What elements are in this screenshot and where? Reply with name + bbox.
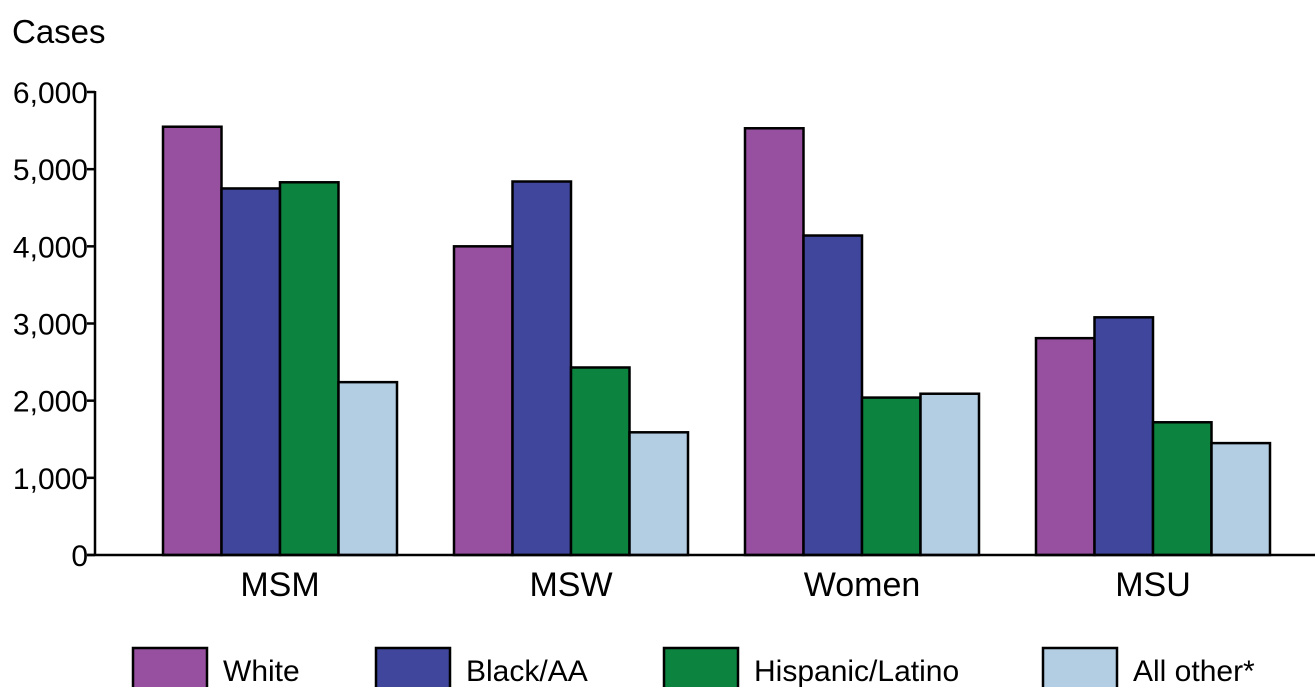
- bars-group: [161, 125, 1272, 557]
- legend-swatch: [374, 646, 452, 687]
- legend-swatch: [662, 646, 740, 687]
- legend-label: Hispanic/Latino: [754, 655, 959, 687]
- legend: White Black/AA Hispanic/Latino All other*: [131, 646, 1255, 687]
- bar-women-all-other: [919, 392, 981, 557]
- legend-item-all-other: All other*: [1041, 646, 1255, 687]
- legend-label: White: [223, 655, 300, 687]
- y-tick-label: 1,000: [13, 463, 88, 496]
- legend-item-white: White: [131, 646, 300, 687]
- bar-msw-white: [452, 245, 514, 557]
- bar-msw-black-aa: [511, 180, 573, 557]
- legend-label: Black/AA: [466, 655, 588, 687]
- legend-swatch: [131, 646, 209, 687]
- axes-group: 0 1,000 2,000 3,000 4,000 5,000 6,000 MSM MSW Wom…: [13, 77, 1315, 604]
- bar-msw-all-other: [628, 431, 690, 557]
- x-tick-label-msw: MSW: [529, 566, 612, 604]
- y-tick-label: 0: [71, 540, 88, 573]
- bar-women-black-aa: [802, 234, 864, 557]
- bar-msm-all-other: [337, 380, 399, 557]
- legend-item-black-aa: Black/AA: [374, 646, 588, 687]
- y-tick-label: 6,000: [13, 77, 88, 110]
- y-tick-label: 5,000: [13, 154, 88, 187]
- legend-swatch: [1041, 646, 1119, 687]
- bar-msw-hispanic-latino: [569, 366, 631, 557]
- y-tick-label: 3,000: [13, 309, 88, 342]
- y-axis-label: Cases: [12, 13, 106, 50]
- bar-msu-white: [1034, 336, 1096, 557]
- bar-msm-black-aa: [220, 187, 282, 557]
- bar-msm-white: [161, 125, 223, 557]
- bar-msm-hispanic-latino: [278, 181, 340, 557]
- y-tick-label: 2,000: [13, 386, 88, 419]
- bar-msu-all-other: [1210, 441, 1272, 557]
- bar-women-white: [743, 127, 805, 557]
- legend-item-hispanic-latino: Hispanic/Latino: [662, 646, 959, 687]
- bar-women-hispanic-latino: [860, 396, 922, 557]
- x-tick-label-women: Women: [804, 566, 921, 604]
- bar-msu-black-aa: [1093, 316, 1155, 557]
- legend-label: All other*: [1133, 655, 1255, 687]
- y-tick-label: 4,000: [13, 231, 88, 264]
- x-tick-label-msm: MSM: [240, 566, 319, 604]
- bar-msu-hispanic-latino: [1151, 421, 1213, 557]
- x-tick-label-msu: MSU: [1115, 566, 1191, 604]
